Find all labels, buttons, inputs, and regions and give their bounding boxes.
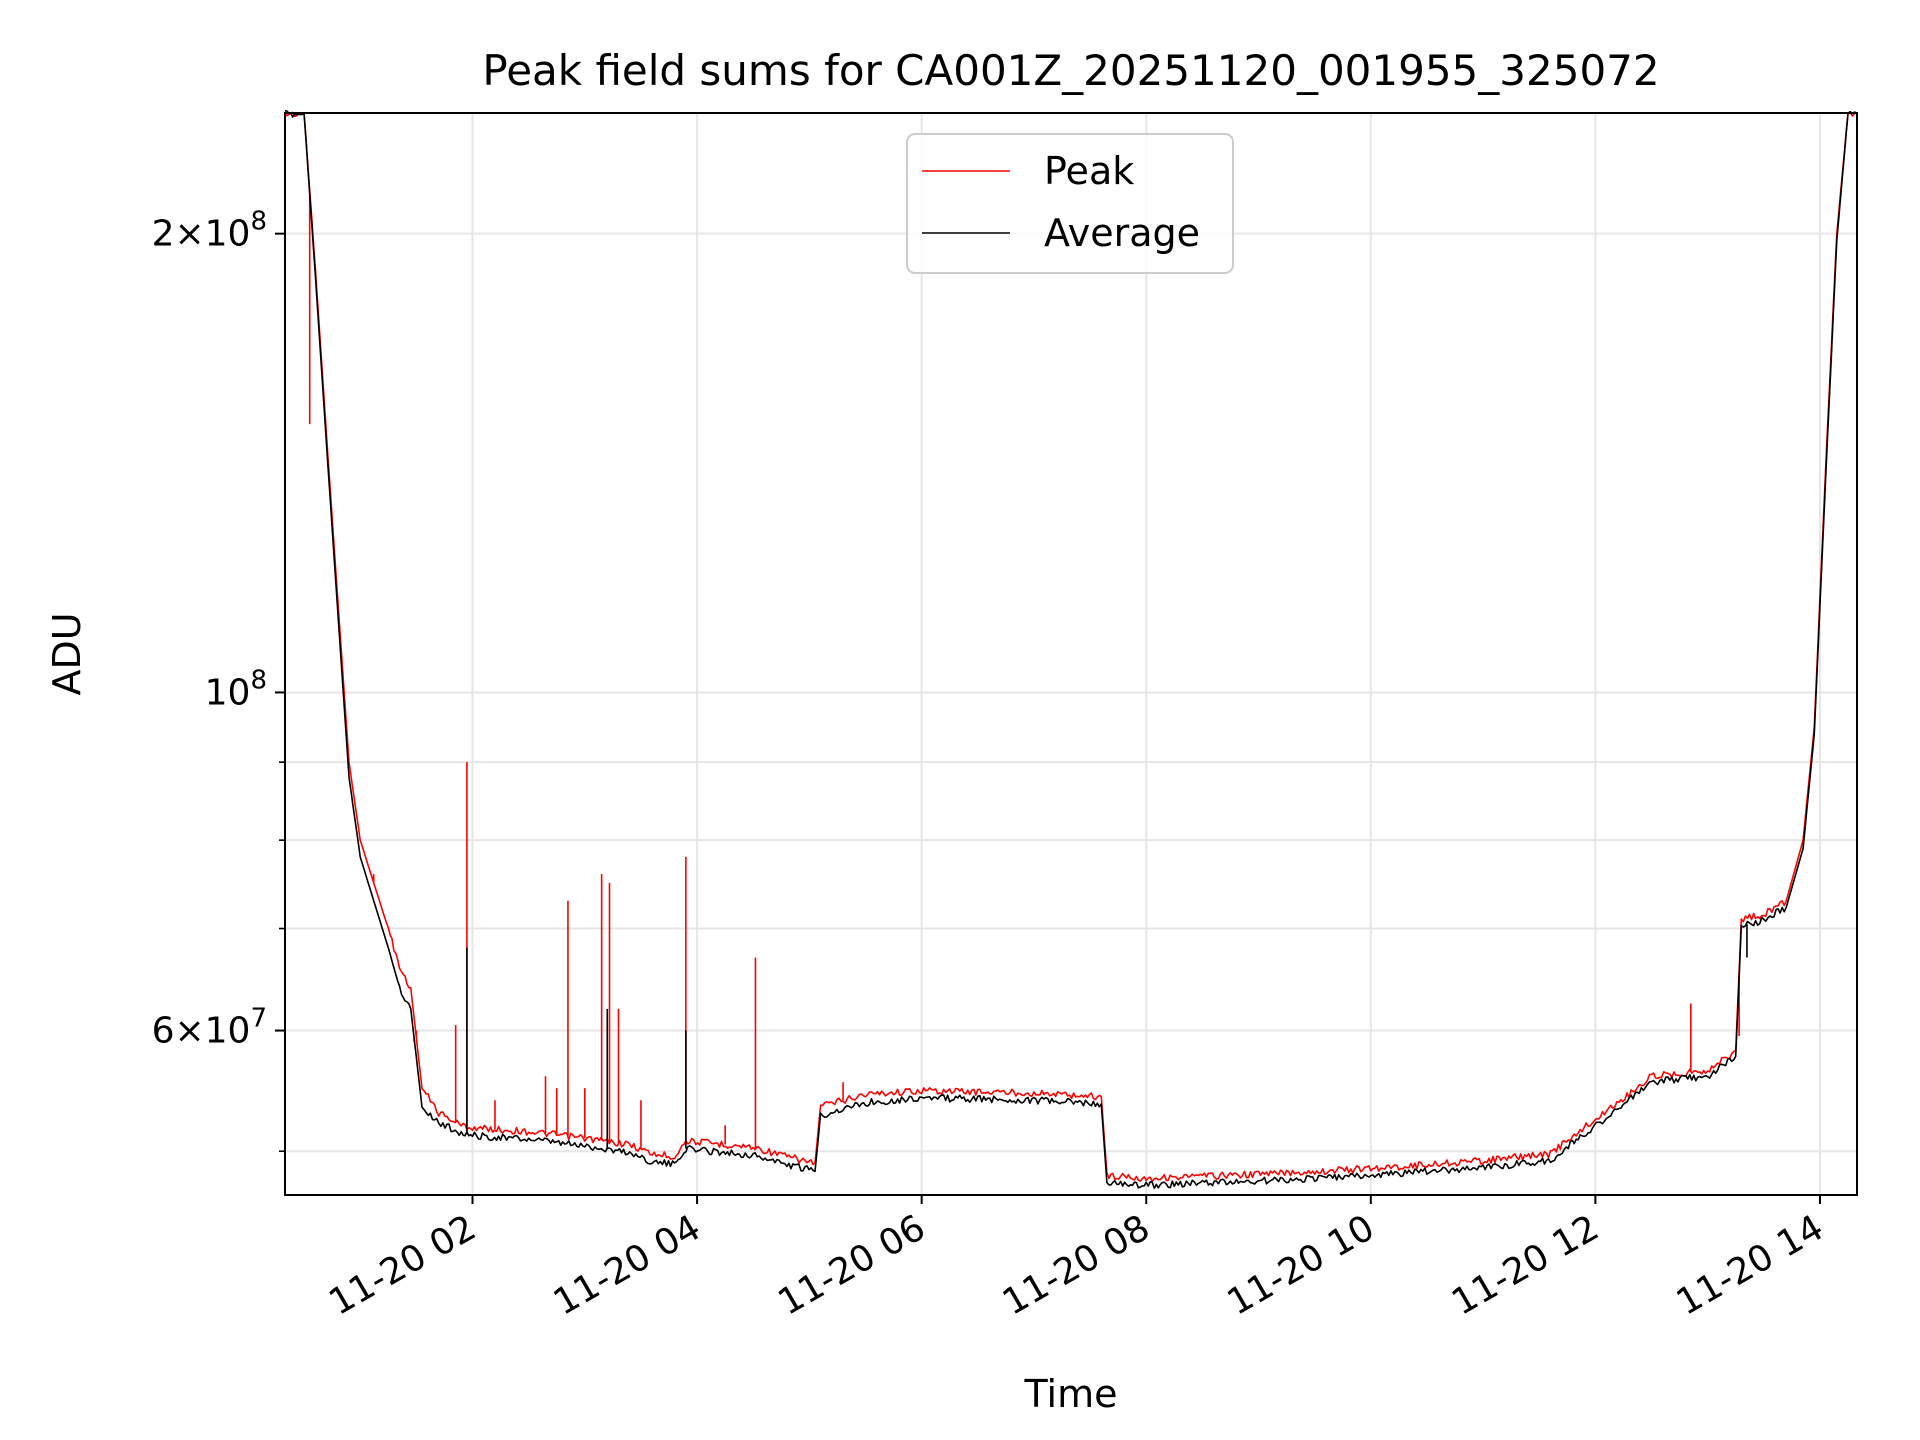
legend-label-average: Average	[1044, 211, 1200, 255]
series-layer	[284, 109, 1858, 1190]
y-tick-label: 2×108	[152, 207, 267, 255]
plot-frame	[284, 112, 1858, 1196]
y-tick-label: 6×107	[152, 1004, 267, 1052]
chart-title: Peak field sums for CA001Z_20251120_0019…	[482, 46, 1659, 95]
x-axis-label: Time	[1024, 1372, 1118, 1416]
y-tick-label: 108	[205, 665, 267, 713]
legend-box	[906, 133, 1234, 274]
legend: Peak Average	[906, 133, 1234, 274]
series-line-average	[284, 109, 1858, 1190]
y-axis-label: ADU	[45, 612, 89, 695]
legend-label-peak: Peak	[1044, 149, 1134, 193]
